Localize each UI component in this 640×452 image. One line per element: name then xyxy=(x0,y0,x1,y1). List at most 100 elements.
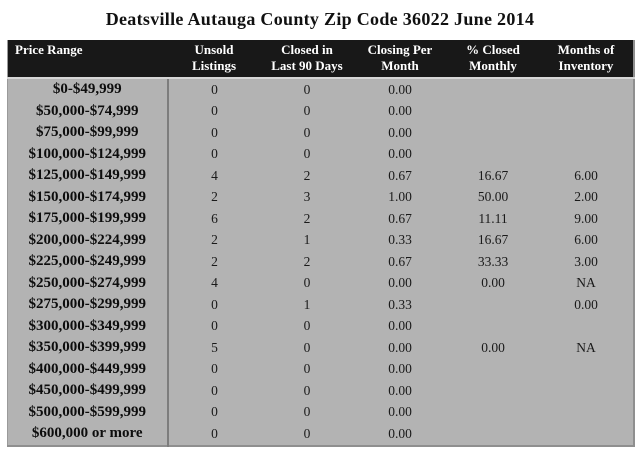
cell-unsold-listings: 0 xyxy=(211,382,218,398)
column-header-unsold-listings: Unsold Listings xyxy=(167,40,261,79)
cell-closing-per-month: 0.00 xyxy=(388,146,412,162)
cell-closing-per-month: 0.67 xyxy=(388,167,412,183)
price-range-cell: $200,000-$224,999 xyxy=(7,229,169,251)
table-header-row: Price Range Unsold Listings Closed in Last 9… xyxy=(7,40,634,79)
cell-unsold-listings: 0 xyxy=(211,425,218,441)
cell-closing-per-month: 0.00 xyxy=(388,81,412,97)
price-range-cell: $175,000-$199,999 xyxy=(7,208,169,230)
cell-pct-closed-monthly: 50.00 xyxy=(477,189,509,205)
table-row: $450,000-$499,999 0 0 0.00 xyxy=(7,380,634,402)
cell-closed-last-90-days: 0 xyxy=(303,318,311,334)
cell-closing-per-month: 0.00 xyxy=(388,361,412,377)
cell-pct-closed-monthly: 33.33 xyxy=(477,253,509,269)
price-range-cell: $75,000-$99,999 xyxy=(7,122,169,144)
cell-unsold-listings: 2 xyxy=(211,189,218,205)
cell-pct-closed-monthly xyxy=(447,380,540,402)
cell-closing-per-month: 0.33 xyxy=(388,296,412,312)
table-row: $400,000-$449,999 0 0 0.00 xyxy=(7,358,634,381)
price-range-cell: $275,000-$299,999 xyxy=(7,294,169,316)
zip-code-inventory-table: Price Range Unsold Listings Closed in Last 9… xyxy=(7,40,635,447)
cell-closing-per-month: 0.33 xyxy=(388,232,412,248)
cell-pct-closed-monthly xyxy=(447,423,540,446)
price-range-cell: $100,000-$124,999 xyxy=(7,143,169,165)
table-row: $125,000-$149,999 4 2 0.67 16.67 6.00 xyxy=(7,165,634,187)
table-row: $300,000-$349,999 0 0 0.00 xyxy=(7,315,634,338)
cell-closed-last-90-days: 0 xyxy=(303,361,311,377)
cell-months-of-inventory: 0.00 xyxy=(574,296,598,312)
table-row: $100,000-$124,999 0 0 0.00 xyxy=(7,143,634,166)
price-range-cell: $350,000-$399,999 xyxy=(7,337,169,359)
cell-unsold-listings: 2 xyxy=(211,253,218,269)
cell-months-of-inventory xyxy=(540,359,634,381)
cell-months-of-inventory xyxy=(540,380,634,402)
cell-months-of-inventory xyxy=(540,423,634,446)
price-range-cell: $50,000-$74,999 xyxy=(7,100,169,122)
cell-closing-per-month: 0.00 xyxy=(388,103,412,119)
column-header-price-range: Price Range xyxy=(7,40,168,79)
cell-closed-last-90-days: 2 xyxy=(303,167,311,183)
table-row: $175,000-$199,999 6 2 0.67 11.11 9.00 xyxy=(7,208,634,230)
cell-pct-closed-monthly: 16.67 xyxy=(477,167,509,183)
price-range-cell: $450,000-$499,999 xyxy=(7,380,169,402)
cell-months-of-inventory: 2.00 xyxy=(574,189,598,205)
cell-closed-last-90-days: 0 xyxy=(303,382,311,398)
cell-pct-closed-monthly: 11.11 xyxy=(478,210,508,226)
cell-months-of-inventory xyxy=(540,144,634,166)
cell-pct-closed-monthly: 0.00 xyxy=(481,339,505,355)
table-row: $600,000 or more 0 0 0.00 xyxy=(7,423,634,446)
table-row: $275,000-$299,999 0 1 0.33 0.00 xyxy=(7,294,634,316)
cell-closing-per-month: 0.67 xyxy=(388,210,412,226)
price-range-cell: $0-$49,999 xyxy=(7,78,169,101)
column-header-months-of-inventory: Months of Inventory xyxy=(539,40,634,79)
cell-unsold-listings: 0 xyxy=(211,146,218,162)
cell-months-of-inventory: 9.00 xyxy=(574,210,598,226)
cell-closed-last-90-days: 0 xyxy=(303,124,311,140)
cell-unsold-listings: 0 xyxy=(211,124,218,140)
price-range-cell: $125,000-$149,999 xyxy=(7,165,169,187)
cell-closing-per-month: 0.00 xyxy=(388,124,412,140)
cell-months-of-inventory xyxy=(540,78,634,101)
table-row: $250,000-$274,999 4 0 0.00 0.00 NA xyxy=(7,272,634,294)
cell-closed-last-90-days: 1 xyxy=(303,296,311,312)
table-row: $200,000-$224,999 2 1 0.33 16.67 6.00 xyxy=(7,229,634,251)
column-header-closing-per-month: Closing Per Month xyxy=(353,40,447,79)
cell-unsold-listings: 0 xyxy=(211,81,218,97)
cell-closed-last-90-days: 0 xyxy=(303,103,311,119)
cell-closed-last-90-days: 0 xyxy=(303,339,311,355)
price-range-cell: $300,000-$349,999 xyxy=(7,315,169,337)
cell-closed-last-90-days: 0 xyxy=(303,275,311,291)
cell-closing-per-month: 0.00 xyxy=(388,339,412,355)
cell-months-of-inventory: 6.00 xyxy=(574,232,598,248)
cell-closing-per-month: 1.00 xyxy=(388,189,412,205)
cell-months-of-inventory xyxy=(540,122,634,144)
page-title: Deatsville Autauga County Zip Code 36022… xyxy=(105,9,535,29)
cell-unsold-listings: 6 xyxy=(211,210,218,226)
price-range-cell: $600,000 or more xyxy=(7,423,169,446)
cell-unsold-listings: 2 xyxy=(211,232,218,248)
cell-unsold-listings: 5 xyxy=(211,339,218,355)
cell-pct-closed-monthly xyxy=(447,316,540,338)
cell-pct-closed-monthly xyxy=(447,122,540,144)
cell-unsold-listings: 0 xyxy=(211,318,218,334)
column-header-pct-closed-monthly: % Closed Monthly xyxy=(446,40,540,79)
cell-unsold-listings: 4 xyxy=(211,167,218,183)
cell-months-of-inventory xyxy=(540,402,634,424)
cell-months-of-inventory xyxy=(540,316,634,338)
price-range-cell: $400,000-$449,999 xyxy=(7,358,169,380)
cell-months-of-inventory: NA xyxy=(576,275,596,291)
cell-unsold-listings: 0 xyxy=(211,361,218,377)
table-row: $75,000-$99,999 0 0 0.00 xyxy=(7,122,634,144)
table-row: $350,000-$399,999 5 0 0.00 0.00 NA xyxy=(7,337,634,359)
cell-closed-last-90-days: 3 xyxy=(303,189,311,205)
cell-closed-last-90-days: 0 xyxy=(303,404,311,420)
cell-closing-per-month: 0.00 xyxy=(388,318,412,334)
table-body: $0-$49,999 0 0 0.00 $50,000-$74,999 0 0 0.00 $75… xyxy=(7,78,634,446)
column-header-closed-last-90-days: Closed in Last 90 Days xyxy=(260,40,354,79)
table-row: $225,000-$249,999 2 2 0.67 33.33 3.00 xyxy=(7,251,634,273)
cell-pct-closed-monthly xyxy=(447,402,540,424)
price-range-cell: $500,000-$599,999 xyxy=(7,401,169,423)
cell-pct-closed-monthly: 16.67 xyxy=(477,232,509,248)
price-range-cell: $150,000-$174,999 xyxy=(7,186,169,208)
cell-closed-last-90-days: 2 xyxy=(303,210,311,226)
cell-unsold-listings: 4 xyxy=(211,275,218,291)
